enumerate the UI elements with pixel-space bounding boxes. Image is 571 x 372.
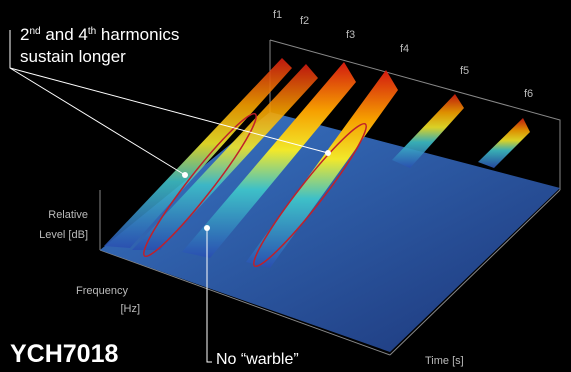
text: and 4	[41, 25, 88, 44]
harmonic-label: f4	[400, 43, 409, 55]
annotation-marks	[9, 30, 367, 363]
text: harmonics	[96, 25, 179, 44]
harmonic-ridges	[104, 58, 530, 268]
annotation-line1: 2nd and 4th harmonics	[20, 25, 179, 44]
harmonic-label: f3	[346, 29, 355, 41]
axis-label: Level [dB]	[39, 229, 88, 241]
text: 2	[20, 25, 29, 44]
model-name: YCH7018	[10, 340, 118, 368]
harmonic-label: f2	[300, 15, 309, 27]
superscript: th	[88, 26, 96, 37]
harmonic-label: f5	[460, 65, 469, 77]
axis-label: Relative	[48, 209, 88, 221]
harmonic-label: f6	[524, 88, 533, 100]
axis-label: [Hz]	[120, 303, 140, 315]
axis-label: Time [s]	[425, 355, 464, 367]
callout: No “warble”	[216, 351, 299, 368]
axis-label: Frequency	[76, 285, 128, 297]
superscript: nd	[29, 26, 40, 37]
annotation-line2: sustain longer	[20, 47, 126, 66]
harmonic-label: f1	[273, 9, 282, 21]
